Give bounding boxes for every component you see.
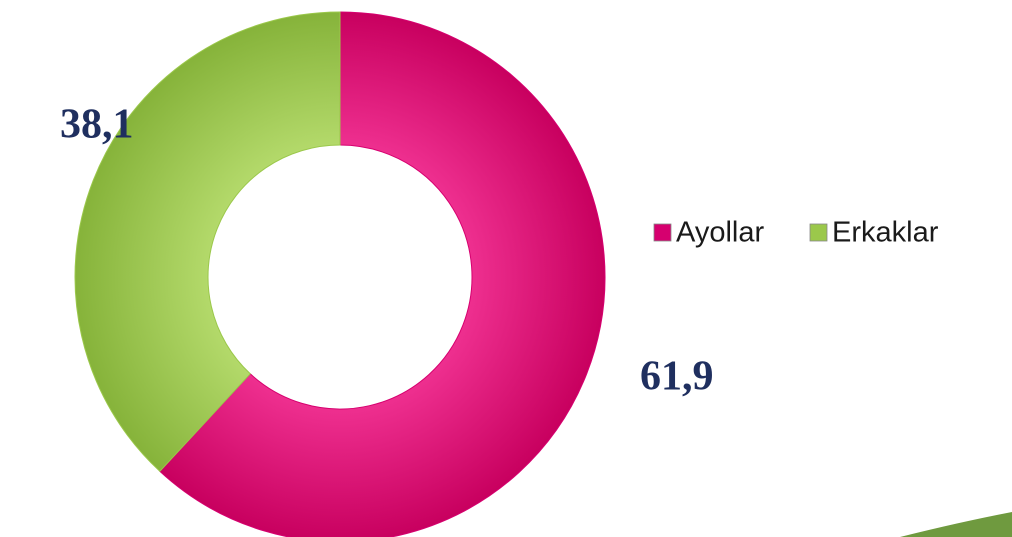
- donut-segment: [74, 11, 341, 473]
- value-label: 61,9: [640, 354, 714, 400]
- legend-swatch: [653, 223, 672, 242]
- legend-label: Erkaklar: [832, 217, 939, 249]
- legend-label: Ayollar: [676, 217, 764, 249]
- value-label: 38,1: [60, 102, 134, 148]
- decoration: [900, 512, 1012, 537]
- donut-segment: [159, 11, 606, 537]
- legend-swatch: [809, 223, 828, 242]
